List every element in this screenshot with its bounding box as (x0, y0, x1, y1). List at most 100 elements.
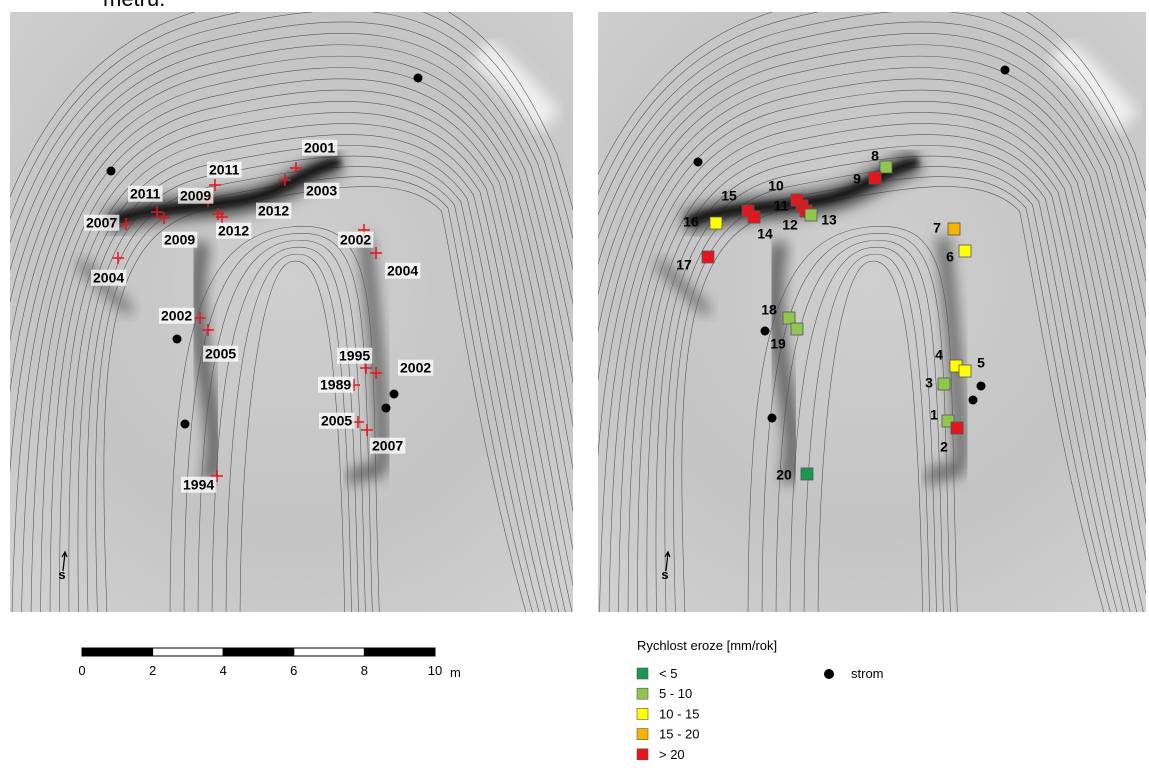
legend-swatch (637, 708, 648, 719)
marker-label: 20 (776, 467, 792, 483)
legend-label: 10 - 15 (659, 706, 699, 721)
marker-label: 4 (935, 347, 943, 363)
marker-label: 2009 (164, 232, 195, 248)
legend-title: Rychlost eroze [mm/rok] (637, 638, 777, 653)
marker-label: 2004 (93, 270, 124, 286)
legend-label: 15 - 20 (659, 727, 699, 742)
tree (107, 167, 116, 176)
figure: metru. 200120032011200920122012201120092… (0, 0, 1149, 768)
tree (694, 158, 703, 167)
scale-segment (294, 648, 365, 656)
marker-label: 6 (946, 249, 954, 265)
marker-label: 2002 (340, 232, 371, 248)
legend-label: > 20 (659, 747, 685, 762)
tree (390, 390, 399, 399)
marker-label: 7 (933, 220, 941, 236)
marker-label: 16 (683, 214, 699, 230)
marker-label: 12 (782, 217, 798, 233)
erosion-square (959, 365, 971, 377)
legend: Rychlost eroze [mm/rok] < 5 5 - 10 10 - 15 1… (637, 638, 884, 762)
marker-label: 2005 (321, 413, 352, 429)
scale-label: 0 (78, 663, 85, 678)
marker-label: 2005 (205, 346, 236, 362)
tree (768, 414, 777, 423)
marker-label: 2012 (258, 203, 289, 219)
erosion-square (702, 251, 714, 263)
page: {"header": {"text": "metru."}, "left_map… (0, 0, 1149, 773)
erosion-square (748, 211, 760, 223)
erosion-square (869, 172, 881, 184)
header-text: metru. (103, 0, 165, 11)
scale-label: 10 (428, 663, 442, 678)
legend-swatch (637, 668, 648, 679)
erosion-square (805, 209, 817, 221)
erosion-square (783, 312, 795, 324)
marker-label: 2002 (161, 308, 192, 324)
scale-segment (223, 648, 294, 656)
scale-segment (364, 648, 435, 656)
erosion-square (948, 223, 960, 235)
legend-label: < 5 (659, 666, 677, 681)
legend-swatch (637, 729, 648, 740)
marker-label: 2011 (209, 162, 240, 178)
marker-label: 3 (925, 375, 933, 391)
terrain (513, 0, 1149, 632)
erosion-square (951, 422, 963, 434)
legend-label: 5 - 10 (659, 686, 692, 701)
scale-label: 6 (290, 663, 297, 678)
scale-bar: 0 2 4 6 8 10 m (78, 648, 460, 680)
scale-label: 2 (149, 663, 156, 678)
scale-segment (153, 648, 224, 656)
scale-label: 8 (361, 663, 368, 678)
tree (977, 382, 986, 391)
marker-label: 14 (757, 226, 773, 242)
marker-label: 8 (871, 148, 879, 164)
marker-label: 2002 (400, 360, 431, 376)
scale-label: 4 (220, 663, 227, 678)
tree (1001, 66, 1010, 75)
marker-label: 5 (977, 355, 985, 371)
tree (969, 396, 978, 405)
legend-tree-label: strom (851, 666, 884, 681)
left-map: 2001 2003 2011 2009 2012 2012 2011 2009 2007 2004… (0, 0, 647, 632)
marker-label: 18 (761, 302, 777, 318)
erosion-square (959, 245, 971, 257)
scale-segment (82, 648, 153, 656)
marker-label: 2012 (218, 223, 249, 239)
marker-label: 2009 (180, 188, 211, 204)
marker-label: 11 (774, 198, 789, 214)
marker-label: 2003 (306, 183, 337, 199)
erosion-square (880, 161, 892, 173)
marker-label: 1 (930, 407, 938, 423)
marker-label: 2011 (130, 186, 161, 202)
marker-label: 2004 (387, 263, 418, 279)
marker-label: 1995 (339, 348, 370, 364)
scale-unit: m (450, 665, 461, 680)
north-label: s (58, 567, 65, 582)
erosion-square (938, 378, 950, 390)
terrain (0, 0, 647, 632)
erosion-square (710, 217, 722, 229)
tree (382, 404, 391, 413)
marker-label: 2001 (304, 140, 335, 156)
marker-label: 13 (821, 212, 837, 228)
marker-label: 1989 (320, 377, 351, 393)
legend-tree-symbol (824, 669, 834, 679)
marker-label: 19 (770, 336, 786, 352)
marker-label: 2007 (372, 438, 403, 454)
erosion-square (801, 468, 813, 480)
marker-label: 1994 (183, 477, 214, 493)
tree (414, 74, 423, 83)
tree (181, 420, 190, 429)
marker-label: 10 (768, 178, 784, 194)
marker-label: 9 (853, 171, 861, 187)
legend-swatch (637, 749, 648, 760)
tree (173, 335, 182, 344)
marker-label: 17 (676, 257, 692, 273)
north-label: s (661, 567, 668, 582)
marker-label: 15 (721, 188, 737, 204)
tree (761, 327, 770, 336)
marker-label: 2 (940, 439, 948, 455)
marker-label: 2007 (86, 215, 117, 231)
